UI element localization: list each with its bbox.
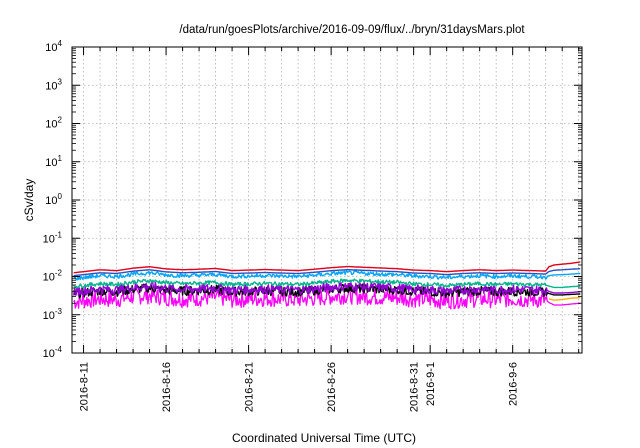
y-tick-label: 101 [45,154,62,169]
series-line-4 [73,278,581,289]
series-line-1 [548,296,581,301]
y-tick-label: 102 [45,116,62,131]
y-tick-label: 10-3 [43,307,63,322]
x-tick-label: 2016-9-6 [508,362,520,406]
series-line-3 [73,281,581,297]
tick-layer: 10-4 10-3 10-2 10-1 100 101 102 103 104 2016-8-11… [43,39,582,412]
y-tick-label: 104 [45,39,62,54]
x-tick-label: 2016-8-11 [79,362,91,411]
x-tick-label: 2016-8-21 [244,362,256,412]
series-line-7 [73,261,581,274]
x-tick-label: 2016-8-31 [409,362,421,412]
x-tick-label: 2016-9-1 [425,362,437,406]
x-tick-label: 2016-8-16 [161,362,173,412]
y-tick-label: 10-2 [43,269,63,284]
y-tick-label: 103 [45,77,62,92]
y-tick-label: 100 [45,192,62,207]
x-axis-label: Coordinated Universal Time (UTC) [232,431,416,445]
y-tick-label: 10-4 [43,345,63,360]
grid [72,47,582,353]
series-line-6 [73,268,581,277]
y-axis-label: cSv/day [22,179,36,222]
y-tick-label: 10-1 [43,230,63,245]
series-layer [73,261,581,310]
chart-title: /data/run/goesPlots/archive/2016-09-09/f… [179,24,525,36]
series-line-5 [73,270,581,281]
x-tick-label: 2016-8-26 [326,362,338,412]
